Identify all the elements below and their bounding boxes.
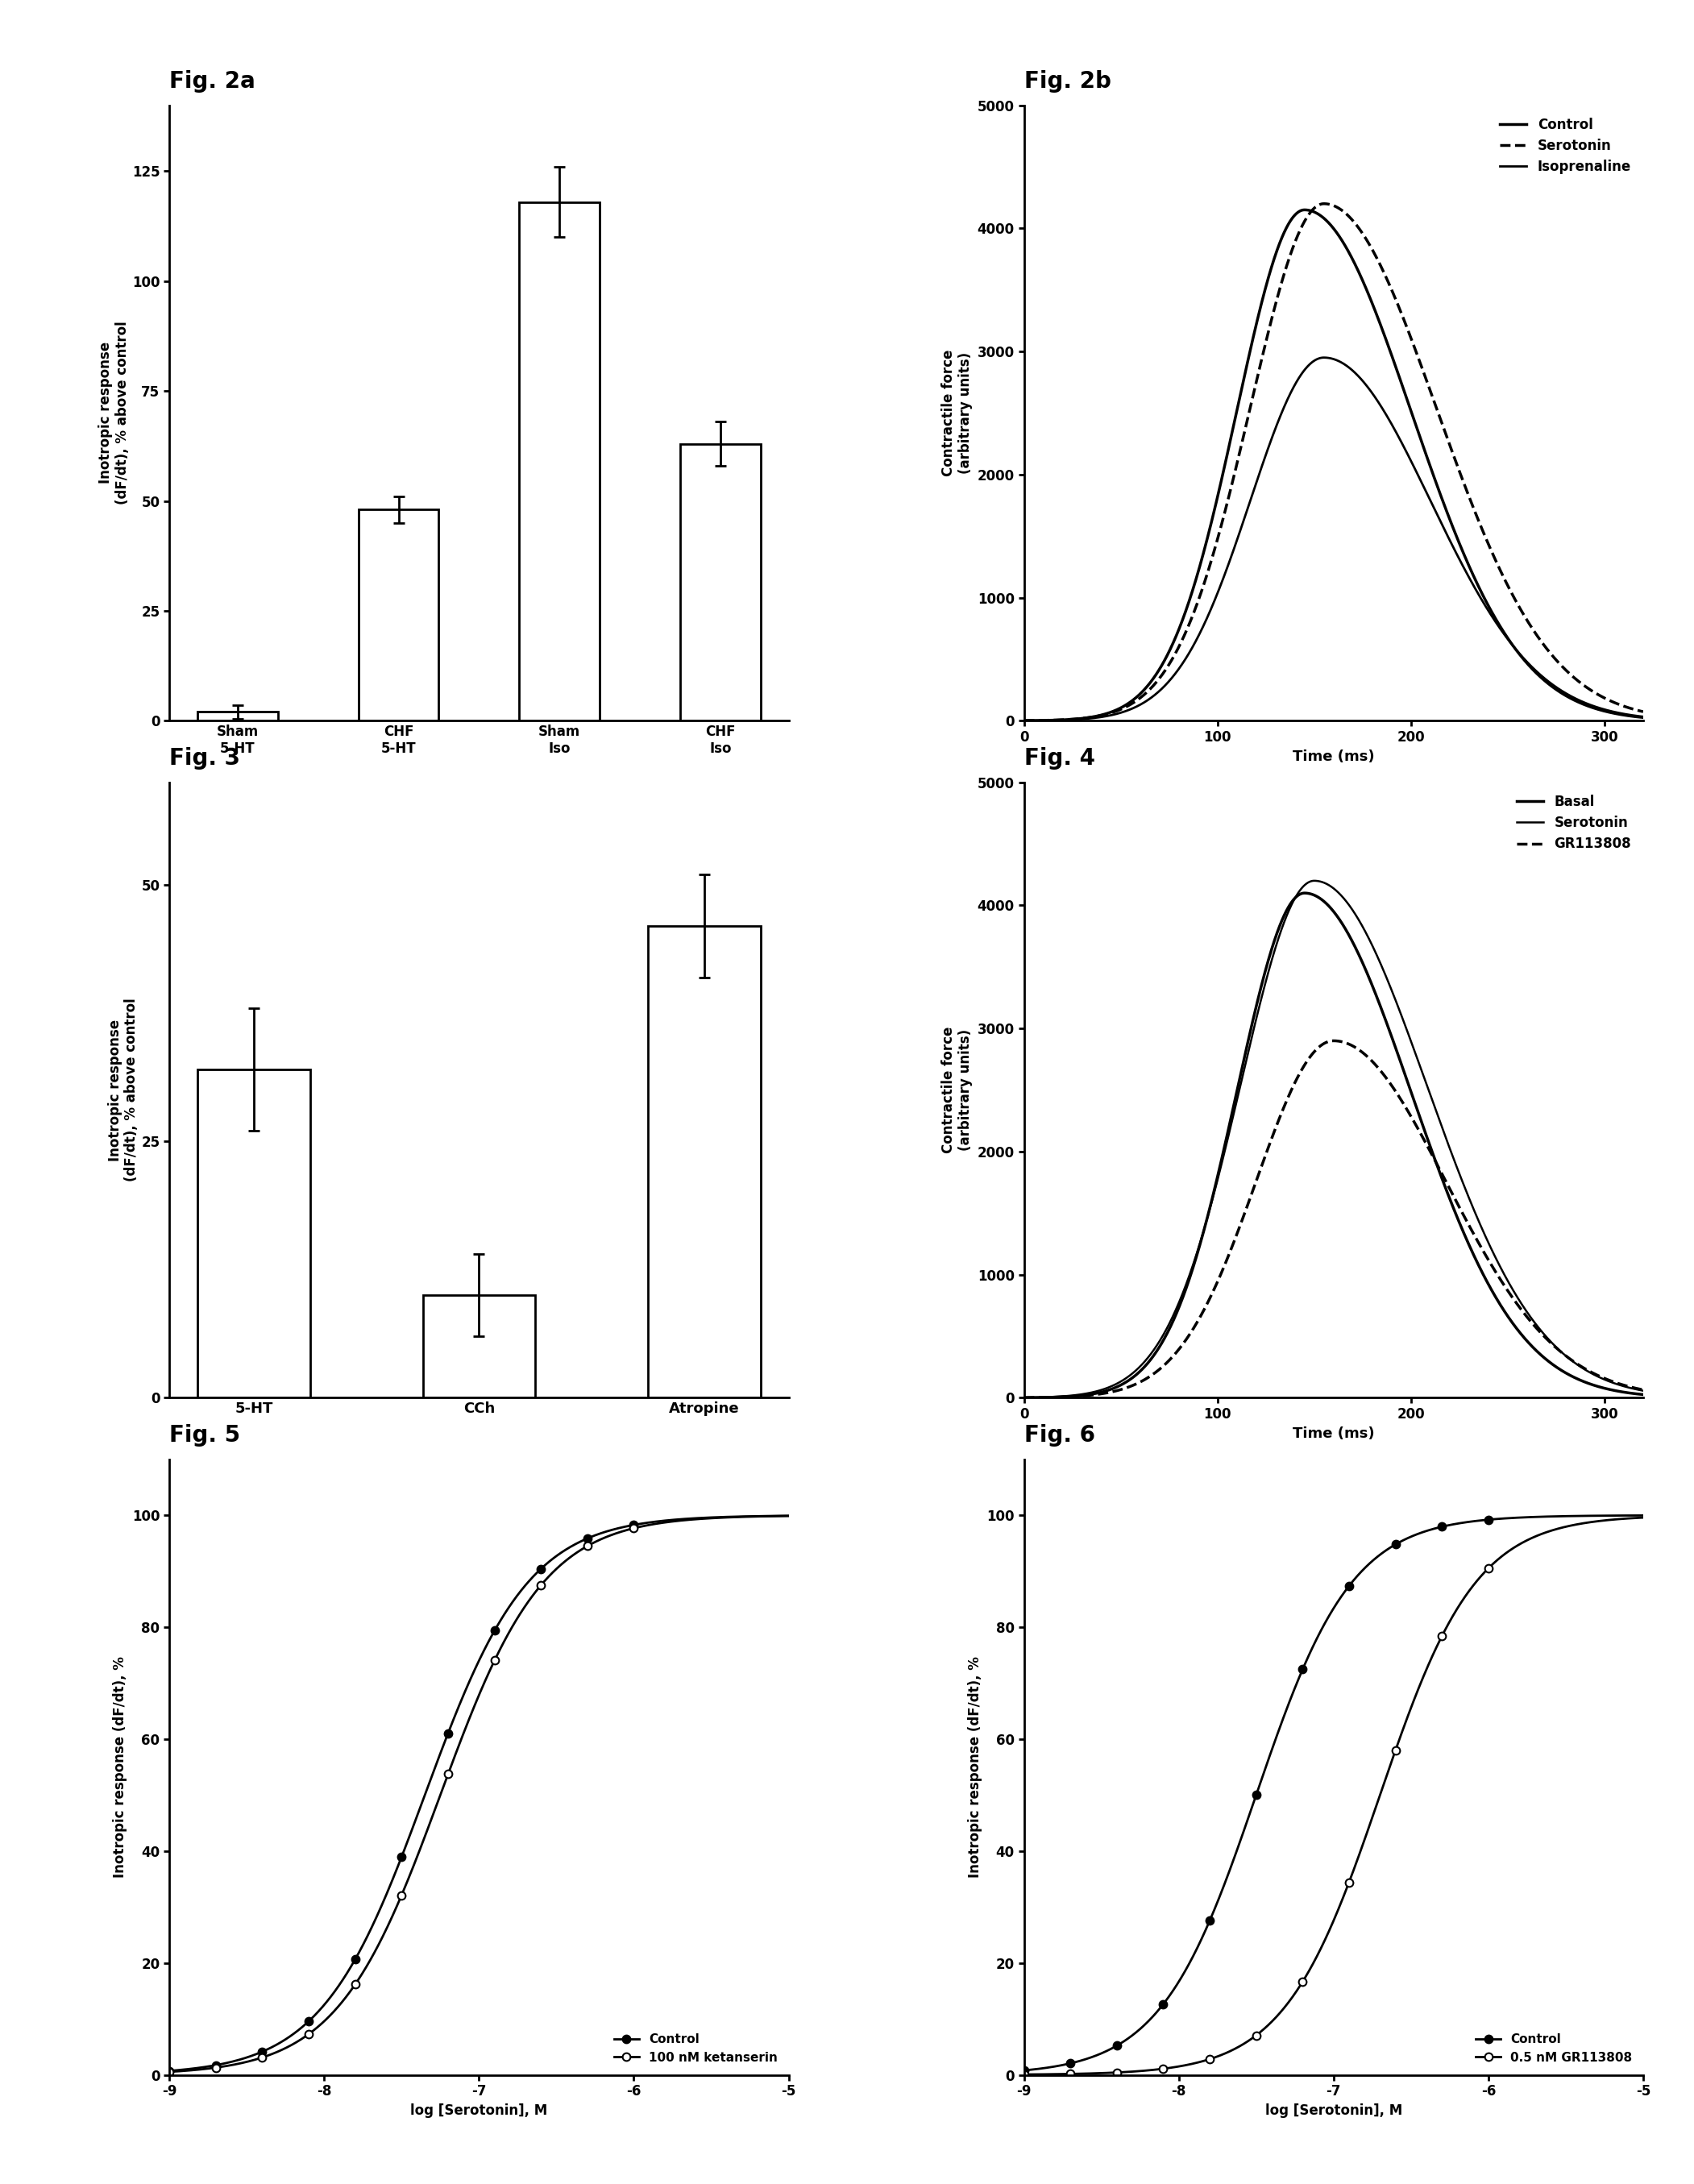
Text: Fig. 2a: Fig. 2a <box>169 70 256 94</box>
Control <box>1315 207 1335 234</box>
GR113808 <box>1013 1385 1033 1411</box>
Basal <box>1616 1380 1636 1406</box>
GR113808 <box>1045 1385 1066 1411</box>
Serotonin <box>1013 1385 1033 1411</box>
Line: Serotonin: Serotonin <box>1023 880 1643 1398</box>
Legend: Control, 0.5 nM GR113808: Control, 0.5 nM GR113808 <box>1470 2029 1636 2068</box>
Serotonin <box>1304 867 1325 893</box>
Serotonin <box>1614 1374 1635 1400</box>
Isoprenaline <box>1313 345 1333 371</box>
Control <box>1614 703 1635 729</box>
Line: Serotonin: Serotonin <box>1023 203 1643 721</box>
Text: Fig. 3: Fig. 3 <box>169 747 241 771</box>
Line: Isoprenaline: Isoprenaline <box>1023 358 1643 721</box>
Serotonin <box>1313 190 1333 216</box>
Isoprenaline <box>1501 631 1521 657</box>
Y-axis label: Inotropic response (dF/dt), %: Inotropic response (dF/dt), % <box>967 1655 983 1878</box>
Basal <box>1501 1308 1521 1334</box>
Serotonin <box>1501 581 1521 607</box>
Bar <box>647 926 761 1398</box>
Basal <box>1315 889 1335 915</box>
Serotonin <box>1614 695 1635 721</box>
Serotonin <box>1315 869 1335 895</box>
Serotonin <box>1501 1275 1521 1302</box>
Isoprenaline <box>1013 708 1033 734</box>
Y-axis label: Inotropic response
(dF/dt), % above control: Inotropic response (dF/dt), % above cont… <box>108 998 139 1182</box>
Legend: Control, 100 nM ketanserin: Control, 100 nM ketanserin <box>610 2029 783 2068</box>
X-axis label: Time (ms): Time (ms) <box>1293 749 1374 764</box>
Line: GR113808: GR113808 <box>1023 1042 1643 1398</box>
Y-axis label: Inotropic response
(dF/dt), % above control: Inotropic response (dF/dt), % above cont… <box>98 321 130 505</box>
Bar <box>198 712 278 721</box>
GR113808 <box>1323 1029 1343 1055</box>
Y-axis label: Contractile force
(arbitrary units): Contractile force (arbitrary units) <box>942 349 972 476</box>
Control <box>1299 197 1320 223</box>
Y-axis label: Contractile force
(arbitrary units): Contractile force (arbitrary units) <box>942 1026 972 1153</box>
Bar <box>424 1295 535 1398</box>
Basal <box>1013 1385 1033 1411</box>
Serotonin <box>1633 1378 1653 1404</box>
Control <box>1045 708 1066 734</box>
Serotonin <box>1616 1374 1636 1400</box>
Serotonin <box>1045 708 1066 734</box>
GR113808 <box>1299 1046 1320 1072</box>
Basal <box>1633 1382 1653 1409</box>
Y-axis label: Inotropic response (dF/dt), %: Inotropic response (dF/dt), % <box>113 1655 127 1878</box>
Control <box>1616 703 1636 729</box>
Line: Basal: Basal <box>1023 893 1643 1398</box>
GR113808 <box>1616 1372 1636 1398</box>
Legend: Basal, Serotonin, GR113808: Basal, Serotonin, GR113808 <box>1511 788 1636 856</box>
Isoprenaline <box>1616 701 1636 727</box>
Control <box>1294 197 1315 223</box>
Text: Fig. 4: Fig. 4 <box>1023 747 1094 771</box>
Bar <box>679 443 761 721</box>
GR113808 <box>1633 1376 1653 1402</box>
Bar <box>198 1070 310 1398</box>
Control <box>1013 708 1033 734</box>
Text: Fig. 5: Fig. 5 <box>169 1424 241 1448</box>
GR113808 <box>1501 1284 1521 1310</box>
GR113808 <box>1614 1372 1635 1398</box>
Text: Fig. 6: Fig. 6 <box>1023 1424 1094 1448</box>
Bar <box>359 509 439 721</box>
Basal <box>1045 1385 1066 1411</box>
Serotonin <box>1315 190 1335 216</box>
Control <box>1633 705 1653 732</box>
X-axis label: log [Serotonin], M: log [Serotonin], M <box>1265 2103 1403 2118</box>
Basal <box>1614 1380 1635 1406</box>
Serotonin <box>1299 869 1320 895</box>
GR113808 <box>1315 1031 1335 1057</box>
Serotonin <box>1633 699 1653 725</box>
Bar <box>520 201 600 721</box>
Isoprenaline <box>1315 345 1335 371</box>
Serotonin <box>1013 708 1033 734</box>
Isoprenaline <box>1299 352 1320 378</box>
Legend: Control, Serotonin, Isoprenaline: Control, Serotonin, Isoprenaline <box>1494 111 1636 179</box>
Line: Control: Control <box>1023 210 1643 721</box>
Serotonin <box>1616 695 1636 721</box>
X-axis label: log [Serotonin], M: log [Serotonin], M <box>410 2103 547 2118</box>
Isoprenaline <box>1614 701 1635 727</box>
Serotonin <box>1299 201 1320 227</box>
Basal <box>1299 880 1320 906</box>
Serotonin <box>1045 1385 1066 1411</box>
X-axis label: Time (ms): Time (ms) <box>1293 1426 1374 1441</box>
Isoprenaline <box>1045 708 1066 734</box>
Text: Fig. 2b: Fig. 2b <box>1023 70 1111 94</box>
Basal <box>1294 880 1315 906</box>
Control <box>1501 631 1521 657</box>
Isoprenaline <box>1633 703 1653 729</box>
